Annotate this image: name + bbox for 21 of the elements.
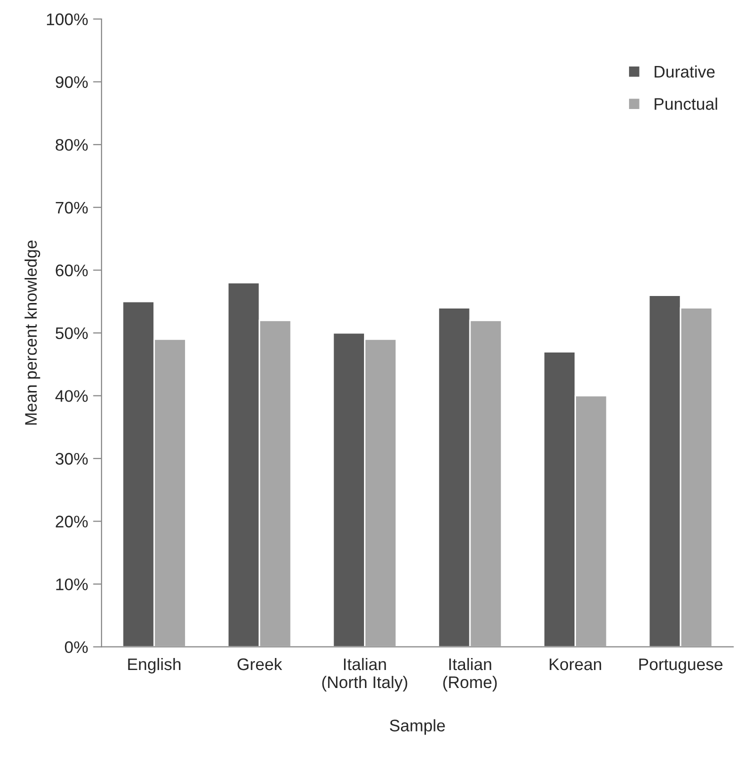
y-tick-label: 0% <box>64 641 88 654</box>
y-tick-label: 60% <box>56 264 88 276</box>
x-tick-label: Italian (North Italy) <box>322 658 408 692</box>
x-tick-label: English <box>128 658 180 674</box>
y-tick-label: 30% <box>56 452 88 465</box>
x-tick-label: Korean <box>550 658 602 670</box>
x-axis-title: Sample <box>390 719 445 735</box>
y-tick-label: 80% <box>56 138 88 151</box>
y-tick-label: 10% <box>56 578 88 590</box>
y-tick-label: 90% <box>56 76 88 88</box>
legend-label: Durative <box>654 65 715 78</box>
x-tick-label: Portuguese <box>639 658 722 674</box>
x-tick-label: Italian (Rome) <box>443 658 497 692</box>
legend-label: Punctual <box>654 98 718 110</box>
y-axis-title: Mean percent knowledge <box>24 240 40 425</box>
y-tick-label: 20% <box>56 516 88 528</box>
y-tick-label: 100% <box>46 13 88 26</box>
y-tick-label: 70% <box>56 202 88 214</box>
y-tick-label: 40% <box>55 390 88 402</box>
x-tick-label: Greek <box>238 658 282 670</box>
y-tick-label: 50% <box>56 327 88 340</box>
